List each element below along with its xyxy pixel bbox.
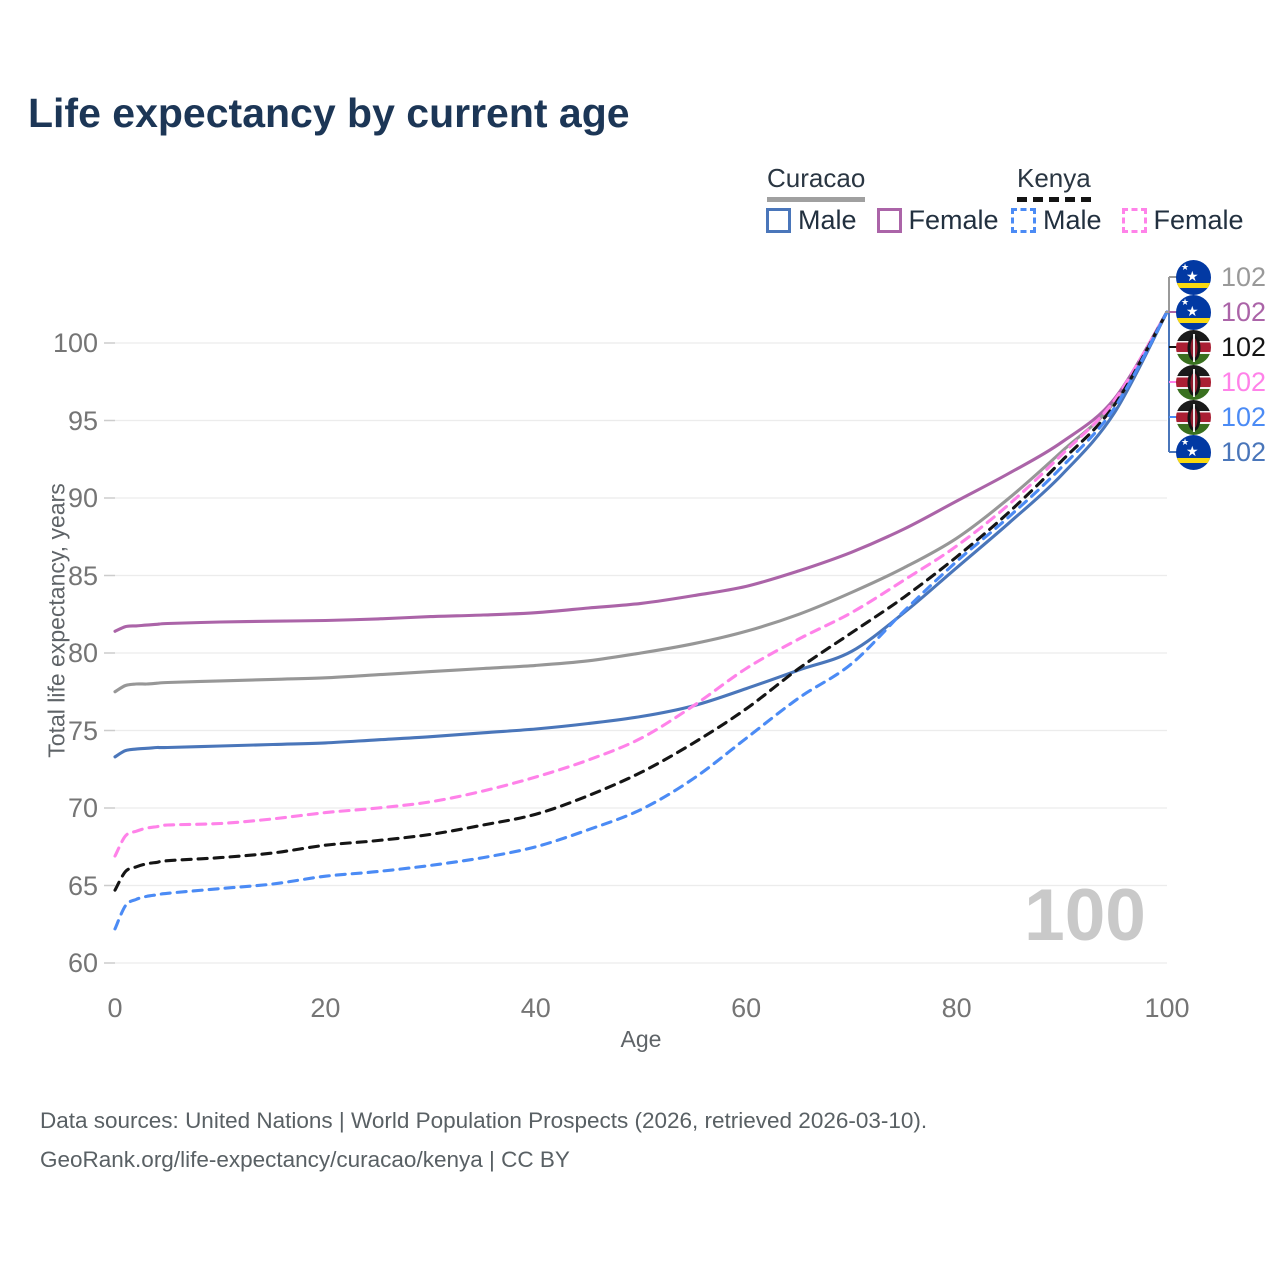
legend-item-kenya-male[interactable]: Male [1011,205,1102,236]
legend-item-label: Female [908,205,999,235]
end-value-label: 102 [1221,402,1267,432]
footer-data-sources: Data sources: United Nations | World Pop… [40,1108,928,1133]
series-line-curacao-male [113,310,1169,759]
end-value-label: 102 [1221,297,1267,327]
curacao-female-swatch-icon [876,208,902,233]
legend-item-label: Male [1043,205,1102,235]
series-line-curacao-female [113,310,1169,633]
x-tick-label: 60 [731,993,762,1023]
kenya-male-swatch-icon [1011,208,1036,233]
end-label-row[interactable]: ★ ★ 102 [1176,435,1266,470]
legend-item-kenya-female[interactable]: Female [1121,205,1244,236]
page-title: Life expectancy by current age [28,90,630,136]
end-label-row[interactable]: 102 [1176,330,1266,365]
x-tick-label: 40 [520,993,551,1023]
legend-items-kenya: Male Female [1011,205,1244,236]
series-line-curacao-all [113,310,1169,694]
x-tick-label: 20 [310,993,341,1023]
y-tick-label: 85 [67,560,98,591]
legend-item-curacao-male[interactable]: Male [766,205,857,236]
y-tick-label: 65 [67,870,98,901]
footer-attribution-link[interactable]: GeoRank.org/life-expectancy/curacao/keny… [40,1147,570,1172]
end-value-label: 102 [1221,437,1267,467]
y-axis-title: Total life expectancy, years [43,483,70,758]
x-axis-title: Age [620,1026,662,1052]
x-tick-label: 80 [941,993,972,1023]
legend-item-label: Male [798,205,857,235]
x-tick-label: 100 [1144,993,1190,1023]
series-line-kenya-male [113,310,1169,931]
x-tick-label: 0 [107,993,123,1023]
series-line-kenya-all [113,310,1169,892]
series-line-kenya-female [113,310,1169,858]
y-tick-label: 100 [52,328,98,358]
curacao-flag-icon: ★ ★ [1176,295,1211,330]
legend-items-curacao: Male Female [766,205,999,236]
legend-group-kenya[interactable]: Kenya [1017,163,1091,202]
y-tick-label: 90 [67,483,98,513]
end-value-label: 102 [1221,332,1267,362]
kenya-flag-icon [1176,330,1211,365]
legend-group-curacao[interactable]: Curacao [767,163,866,202]
end-label-row[interactable]: ★ ★ 102 [1176,295,1266,330]
end-value-label: 102 [1221,262,1267,292]
curacao-flag-icon: ★ ★ [1176,435,1211,470]
kenya-female-swatch-icon [1121,208,1147,233]
curacao-male-swatch-icon [766,208,791,233]
curacao-flag-icon: ★ ★ [1176,260,1211,295]
kenya-flag-icon [1176,400,1211,435]
end-label-row[interactable]: ★ ★ 102 [1176,260,1266,295]
end-value-label: 102 [1221,367,1267,397]
y-tick-label: 60 [67,948,98,978]
leader-line [1165,311,1170,452]
leader-line [1165,277,1170,313]
end-label-row[interactable]: 102 [1176,365,1266,400]
legend-item-curacao-female[interactable]: Female [876,205,999,236]
age-watermark: 100 [1024,875,1146,956]
legend-item-label: Female [1153,205,1244,235]
y-tick-label: 80 [67,638,98,668]
kenya-flag-icon [1176,365,1211,400]
y-tick-label: 70 [67,793,98,823]
y-tick-label: 95 [67,405,98,436]
y-tick-label: 75 [67,715,98,746]
end-label-row[interactable]: 102 [1176,400,1266,435]
